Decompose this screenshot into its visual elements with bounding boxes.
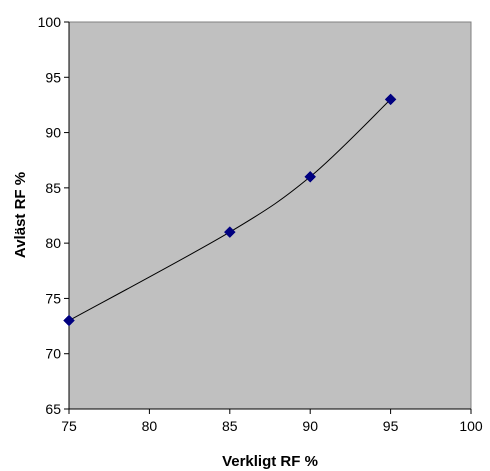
plot-area bbox=[68, 21, 472, 410]
x-tick-label: 80 bbox=[142, 418, 158, 434]
y-axis-title: Avläst RF % bbox=[12, 172, 29, 258]
x-tick-label: 95 bbox=[383, 418, 399, 434]
data-point-marker bbox=[223, 226, 236, 238]
y-tick-label: 75 bbox=[45, 290, 61, 306]
x-axis-title: Verkligt RF % bbox=[222, 453, 318, 470]
y-tick-label: 100 bbox=[38, 14, 62, 30]
x-tick-label: 75 bbox=[61, 418, 77, 434]
data-point-marker bbox=[63, 314, 75, 327]
y-tick-label: 70 bbox=[45, 346, 61, 362]
x-axis: 75 80 85 90 95 100 bbox=[61, 408, 483, 434]
x-tick-label: 90 bbox=[302, 418, 318, 434]
y-tick-label: 65 bbox=[45, 401, 61, 417]
y-axis: 65 70 75 80 85 90 95 100 bbox=[38, 14, 70, 417]
y-tick-label: 85 bbox=[45, 180, 61, 196]
series-line bbox=[68, 99, 391, 321]
data-point-marker bbox=[384, 93, 397, 106]
x-tick-label: 85 bbox=[222, 418, 238, 434]
data-point-marker bbox=[304, 170, 317, 183]
y-tick-label: 80 bbox=[45, 235, 61, 251]
y-tick-label: 90 bbox=[45, 125, 61, 141]
y-tick-label: 95 bbox=[45, 69, 61, 85]
x-tick-label: 100 bbox=[459, 418, 483, 434]
series-group bbox=[63, 93, 397, 327]
